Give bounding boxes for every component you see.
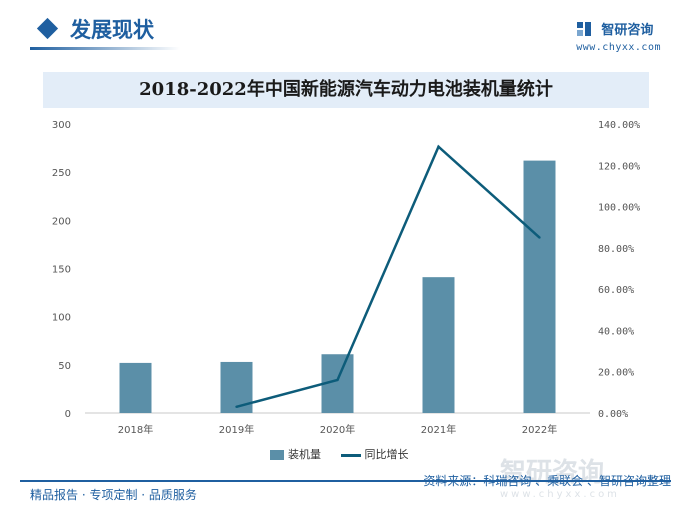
legend-line-swatch-icon <box>340 453 361 457</box>
legend-item-line: 同比增长 <box>340 446 409 462</box>
legend-item-bar: 装机量 <box>270 446 321 462</box>
bar <box>220 361 253 413</box>
y-left-tick-label: 300 <box>52 120 71 131</box>
bar <box>422 277 455 413</box>
brand-logo-icon <box>577 21 592 36</box>
legend-bar-swatch-icon <box>270 450 284 460</box>
chart-title-banner: 2018-2022年中国新能源汽车动力电池装机量统计 <box>43 72 649 108</box>
growth-line <box>236 144 541 409</box>
growth-point <box>437 145 440 148</box>
y-left-tick-label: 50 <box>58 361 71 372</box>
brand-url: www.chyxx.com <box>576 42 661 53</box>
legend-line-label: 同比增长 <box>364 448 409 461</box>
y-left-tick-label: 0 <box>65 409 71 420</box>
legend-bar-label: 装机量 <box>288 448 321 461</box>
growth-point <box>336 378 339 382</box>
y-right-tick-label: 80.00% <box>598 244 634 255</box>
x-tick-label: 2021年 <box>421 423 456 436</box>
x-tick-label: 2022年 <box>522 423 557 436</box>
diamond-icon <box>36 17 59 40</box>
chart-title: 2018-2022年中国新能源汽车动力电池装机量统计 <box>139 79 553 100</box>
chart-legend: 装机量 同比增长 <box>270 446 425 462</box>
x-tick-label: 2019年 <box>219 423 254 436</box>
growth-point <box>538 236 541 239</box>
y-left-tick-label: 200 <box>52 216 71 227</box>
footer-tagline: 精品报告 · 专项定制 · 品质服务 <box>30 488 197 502</box>
x-tick-label: 2020年 <box>320 423 355 436</box>
footer-watermark-url: www.chyxx.com <box>500 489 620 500</box>
bar <box>119 362 152 413</box>
footer-watermark-text: 智研咨询 <box>500 458 605 488</box>
brand-logo-block: 智研咨询 www.chyxx.com <box>576 18 661 53</box>
y-right-tick-label: 0.00% <box>598 409 628 420</box>
growth-point <box>235 405 238 409</box>
footer-watermark: 智研咨询 www.chyxx.com <box>500 452 680 512</box>
y-left-tick-label: 100 <box>52 313 71 324</box>
title-underline <box>30 47 180 50</box>
y-right-tick-label: 120.00% <box>598 161 640 172</box>
page-header: 发展现状 智研咨询 www.chyxx.com <box>0 0 691 62</box>
section-title: 发展现状 <box>70 18 154 42</box>
bar <box>523 160 556 413</box>
footer-divider <box>20 480 671 482</box>
bar <box>321 354 354 413</box>
y-right-tick-label: 140.00% <box>598 120 640 131</box>
y-left-tick-label: 150 <box>52 265 71 276</box>
y-left-tick-label: 250 <box>52 168 71 179</box>
y-right-tick-label: 60.00% <box>598 285 634 296</box>
x-tick-label: 2018年 <box>118 423 153 436</box>
y-right-tick-label: 20.00% <box>598 368 634 379</box>
y-right-tick-label: 40.00% <box>598 326 634 337</box>
brand-name: 智研咨询 <box>601 23 654 38</box>
y-right-tick-label: 100.00% <box>598 203 640 214</box>
